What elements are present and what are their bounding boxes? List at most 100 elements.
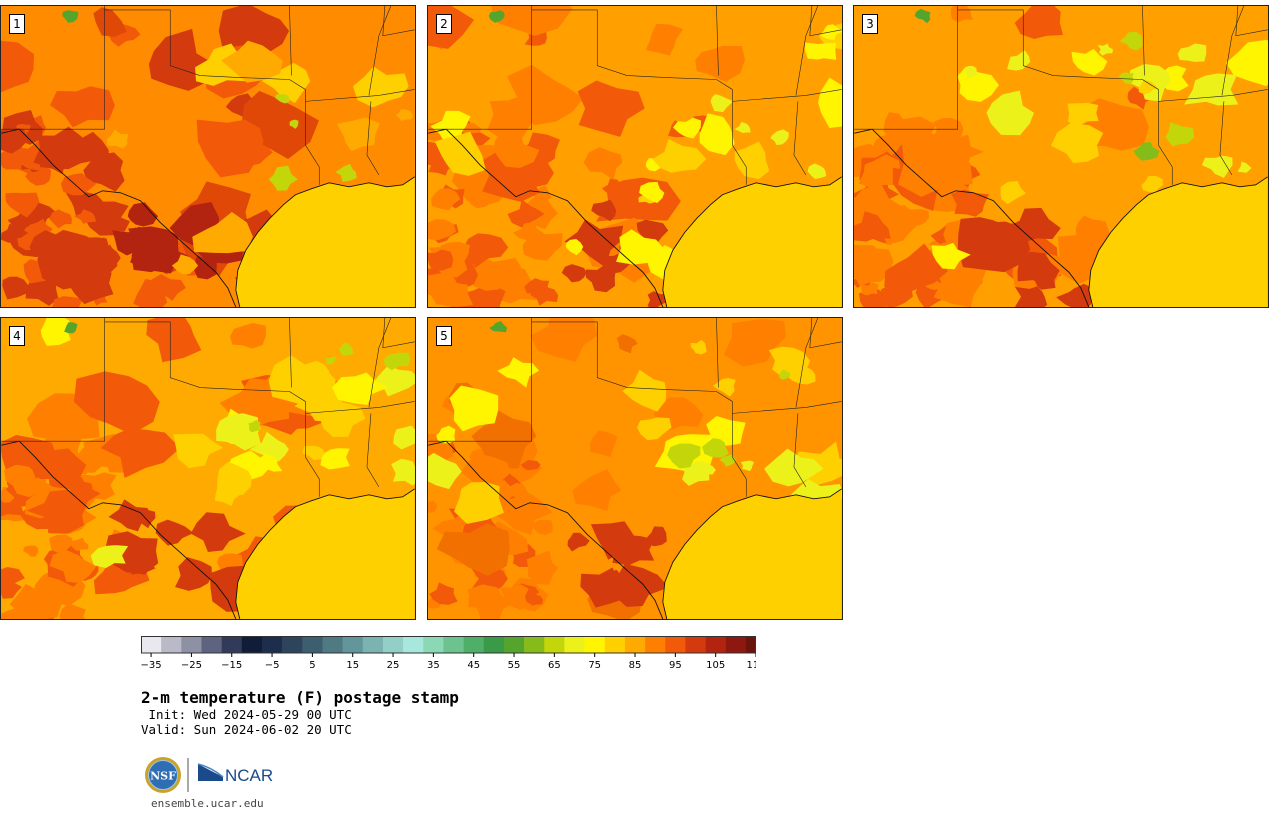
temperature-contour [436,425,456,444]
temperature-contour [9,583,62,619]
temperature-contour [127,202,159,227]
temperature-contour [505,482,530,499]
temperature-contour [352,66,409,108]
colorbar-swatch [745,636,756,653]
temperature-contour [577,80,645,137]
state-border [104,321,320,497]
temperature-contour [701,438,729,458]
country-border [428,440,664,619]
state-border [1158,89,1268,102]
colorbar-swatch [322,636,343,653]
temperature-contour [1237,161,1252,173]
temperature-contour [436,523,510,576]
colorbar-swatch [161,636,182,653]
temperature-contour [49,534,73,553]
state-border [104,9,320,185]
temperature-contour [1177,43,1207,62]
temperature-contour [690,339,707,355]
temperature-contour [70,537,89,552]
colorbar-swatch [342,636,364,653]
temperature-contour [1000,181,1027,205]
temperature-contour [622,369,667,412]
temperature-contour [710,94,734,113]
temperature-contour [1,486,19,503]
temperature-contour [1165,122,1195,147]
colorbar-swatch [221,636,243,653]
temperature-contour [335,163,357,182]
coastline [1088,176,1268,307]
temperature-contour [1226,39,1268,87]
temperature-contour [1183,73,1239,106]
state-border [1142,6,1145,76]
colorbar-swatch [362,636,384,653]
temperature-contour [510,508,526,521]
temperature-contour [951,189,989,217]
state-border [382,6,415,37]
nsf-logo-icon: NSF [145,757,181,793]
temperature-contour [821,24,842,41]
temperature-contour [1141,175,1163,193]
temperature-contour [460,453,512,487]
temperature-contour [490,257,528,287]
temperature-contour [636,417,672,441]
temperature-contour [338,343,354,356]
temperature-contour [454,482,504,524]
temperature-contour [23,545,39,557]
colorbar-tick-label: 95 [669,660,682,671]
temperature-contour [74,209,97,224]
temperature-contour [192,212,253,254]
temperature-contour [150,274,186,301]
member-number: 1 [9,14,25,34]
temperature-contour [1007,50,1031,71]
temperature-contour [33,126,93,170]
temperature-contour [214,478,242,506]
state-border [809,318,842,349]
temperature-contour [383,352,411,371]
gulf-water [235,176,415,307]
ncar-logo-icon: NCAR [197,763,273,785]
temperature-contour [770,129,789,146]
temperature-contour [1,151,16,169]
colorbar-swatch [443,636,464,653]
colorbar-tick-label: 35 [427,660,440,671]
state-border [809,6,842,37]
temperature-contour [428,271,461,306]
colorbar-swatch [705,636,727,653]
temperature-contour [645,23,684,56]
temperature-contour [858,154,902,189]
coastline [235,488,415,619]
member-number: 4 [9,326,25,346]
temperature-contour [482,150,541,202]
temperature-map [1,6,415,307]
state-border [428,318,532,442]
temperature-contour [964,66,977,79]
colorbar-swatch [564,636,585,653]
gulf-water [662,488,842,619]
nsf-logo-text: NSF [150,770,176,783]
colorbar-swatch [302,636,323,653]
temperature-contour [616,333,638,354]
temperature-contour [2,276,29,300]
website-link[interactable]: ensemble.ucar.edu [151,797,264,810]
temperature-contour [294,386,346,422]
temperature-contour [931,242,971,270]
state-border [368,6,392,96]
temperature-contour [520,459,541,471]
temperature-contour [699,113,735,156]
temperature-contour [667,443,701,469]
temperature-contour [740,460,755,472]
temperature-contour [428,500,437,513]
temperature-contour [428,219,456,241]
temperature-contour [320,448,350,470]
temperature-contour [914,8,931,24]
temperature-contour [719,454,736,467]
colorbar-swatch [463,636,485,653]
coastline [235,176,415,307]
temperature-contour [1067,102,1099,126]
temperature-contour [83,152,125,192]
temperature-contour [40,318,71,346]
temperature-contour [530,318,598,362]
state-border [531,321,747,497]
postage-stamp-2: 2 [427,5,843,308]
colorbar-tick-label: 115 [746,660,756,671]
